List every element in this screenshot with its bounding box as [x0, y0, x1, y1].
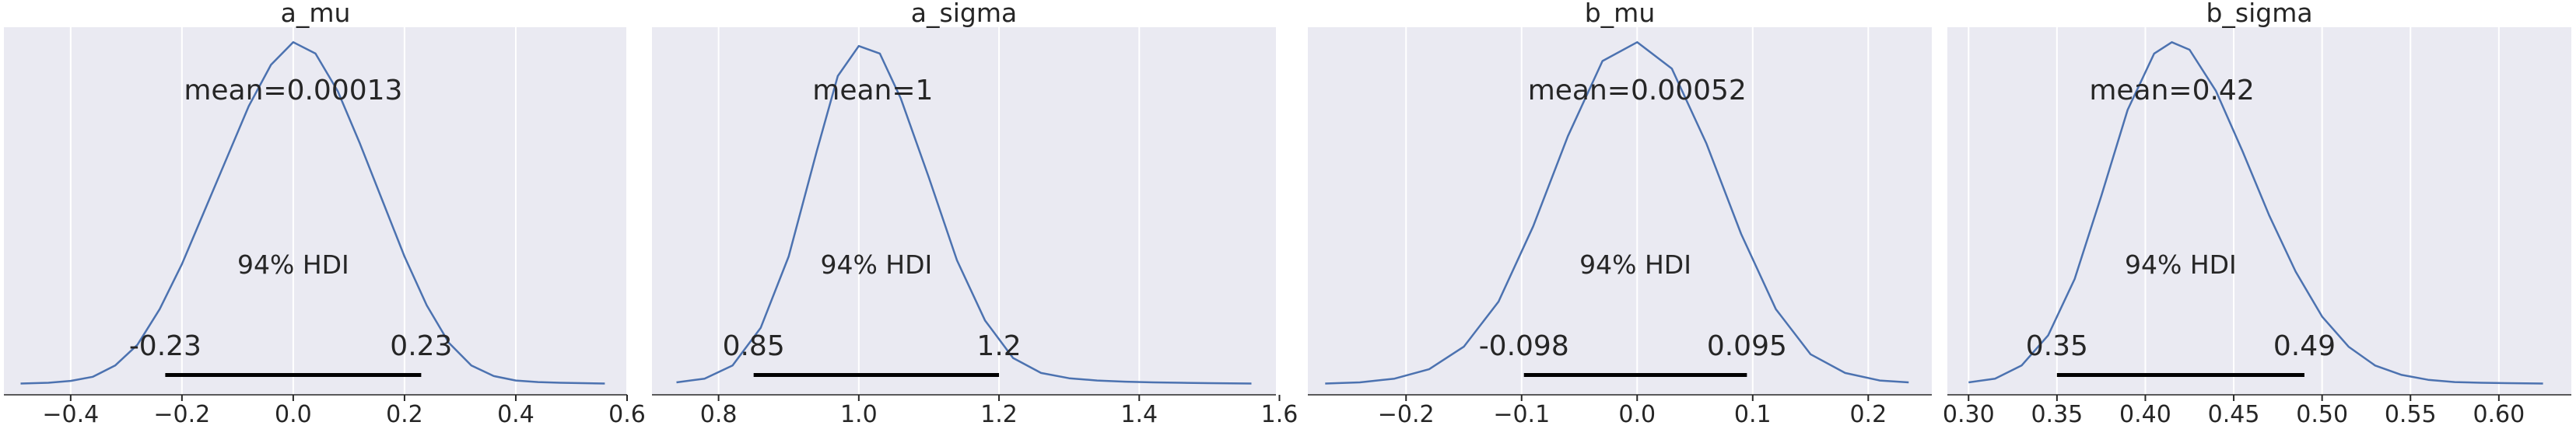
panel-title: a_mu [281, 0, 351, 28]
hdi-lower-label: -0.23 [129, 330, 202, 362]
x-tick-label: 0.0 [1618, 401, 1656, 428]
hdi-upper-label: 0.49 [2273, 330, 2336, 362]
panel-title: a_sigma [911, 0, 1017, 28]
panel-a-sigma: 0.8 1.0 1.2 1.4 1.6 0.85 1.2 94% HDI mean=1 a_sig… [652, 0, 1298, 428]
hdi-lower-label: 0.35 [2026, 330, 2088, 362]
panel-b-sigma: 0.30 0.35 0.40 0.45 0.50 0.55 0.60 0.35 0.49 94% … [1943, 0, 2571, 428]
x-tick-label: 1.0 [840, 401, 878, 428]
mean-label: mean=0.00013 [184, 75, 402, 106]
mean-label: mean=1 [812, 75, 933, 106]
x-tick-label: 0.6 [608, 401, 646, 428]
mean-label: mean=0.42 [2089, 75, 2254, 106]
hdi-upper-label: 0.095 [1707, 330, 1787, 362]
hdi-upper-label: 0.23 [390, 330, 452, 362]
x-tick-label: 0.1 [1734, 401, 1772, 428]
x-tick-label: 0.50 [2296, 401, 2348, 428]
x-tick-label: −0.2 [1378, 401, 1435, 428]
kde-density-line [1968, 41, 2543, 385]
panel-a-mu: −0.4 −0.2 0.0 0.2 0.4 0.6 -0.23 0.23 94% HDI mean… [4, 0, 646, 428]
plot-background [4, 27, 627, 395]
x-tick-label: 0.60 [2473, 401, 2525, 428]
x-tick-label: 0.55 [2385, 401, 2437, 428]
x-tick-label: −0.2 [153, 401, 210, 428]
x-tick-label: 0.45 [2208, 401, 2260, 428]
hdi-label: 94% HDI [1579, 249, 1691, 280]
hdi-lower-label: 0.85 [723, 330, 785, 362]
panel-title: b_sigma [2206, 0, 2312, 28]
x-tick-label: 1.2 [980, 401, 1018, 428]
plot-background [1308, 27, 1932, 395]
x-tick-label: 0.30 [1943, 401, 1995, 428]
kde-density-line [676, 44, 1252, 385]
hdi-label: 94% HDI [820, 249, 932, 280]
x-tick-label: −0.4 [42, 401, 99, 428]
kde-density-line [1325, 41, 1909, 385]
x-tick-label: 0.4 [497, 401, 534, 428]
x-tick-label: 0.2 [1849, 401, 1887, 428]
hdi-lower-label: -0.098 [1479, 330, 1569, 362]
hdi-label: 94% HDI [2125, 249, 2237, 280]
hdi-upper-label: 1.2 [976, 330, 1021, 362]
panel-title: b_mu [1585, 0, 1656, 28]
mean-label: mean=0.00052 [1528, 75, 1747, 106]
x-tick-label: 1.6 [1261, 401, 1299, 428]
x-tick-label: −0.1 [1493, 401, 1550, 428]
x-tick-label: 0.40 [2119, 401, 2171, 428]
panel-b-mu: −0.2 −0.1 0.0 0.1 0.2 -0.098 0.095 94% HDI mean=… [1308, 0, 1932, 428]
x-tick-label: 0.2 [386, 401, 423, 428]
x-tick-label: 0.0 [275, 401, 312, 428]
x-tick-label: 1.4 [1120, 401, 1158, 428]
plot-background [1947, 27, 2571, 395]
x-tick-label: 0.8 [700, 401, 738, 428]
kde-density-line [20, 41, 605, 385]
x-tick-label: 0.35 [2031, 401, 2083, 428]
hdi-label: 94% HDI [237, 249, 349, 280]
